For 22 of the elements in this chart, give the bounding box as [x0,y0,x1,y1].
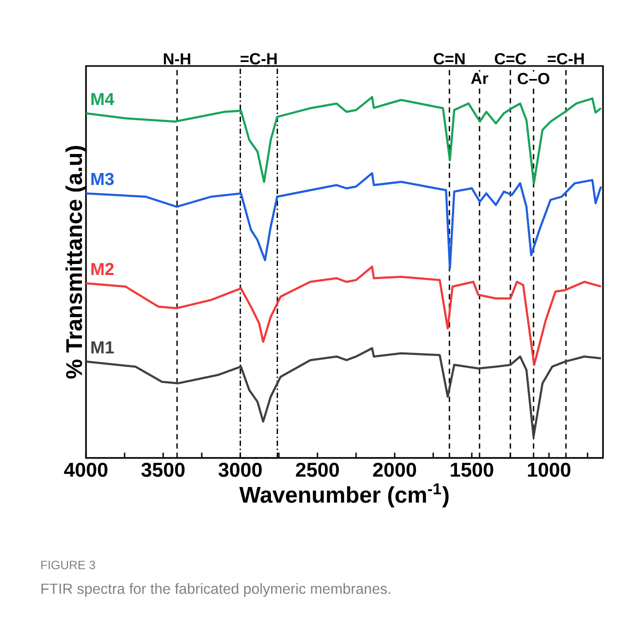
y-axis-title: % Transmittance (a.u) [66,146,87,379]
series-label: M3 [91,172,114,186]
series-label: M1 [91,341,114,354]
ref-line-label: N-H [164,53,190,64]
series-label: M4 [91,93,114,106]
x-axis-title: Wavenumber (cm$^{-1}$) [239,483,449,508]
text: FTIR spectra for the fabricated polymeric membranes. [41,583,390,597]
x-tick-label: 3000 [218,462,262,477]
x-tick-label: 1000 [528,462,570,477]
x-tick-label: 4000 [64,462,108,477]
x-tick-label: 2000 [373,462,416,477]
ref-line-label: C–O [518,72,550,84]
x-tick-label: 2500 [296,462,339,477]
series-label: M2 [91,262,114,276]
x-tick-label: 1500 [450,462,494,477]
ref-line-label: =C-H [548,53,584,64]
x-tick-label: 3500 [141,462,185,477]
ref-line-label: Ar [471,72,488,84]
caption: FIGURE 3 [41,560,96,570]
ref-line-label: C=N [434,53,465,64]
ref-line-label: =C-H [240,53,277,64]
ref-line-label: C=C [494,53,526,64]
